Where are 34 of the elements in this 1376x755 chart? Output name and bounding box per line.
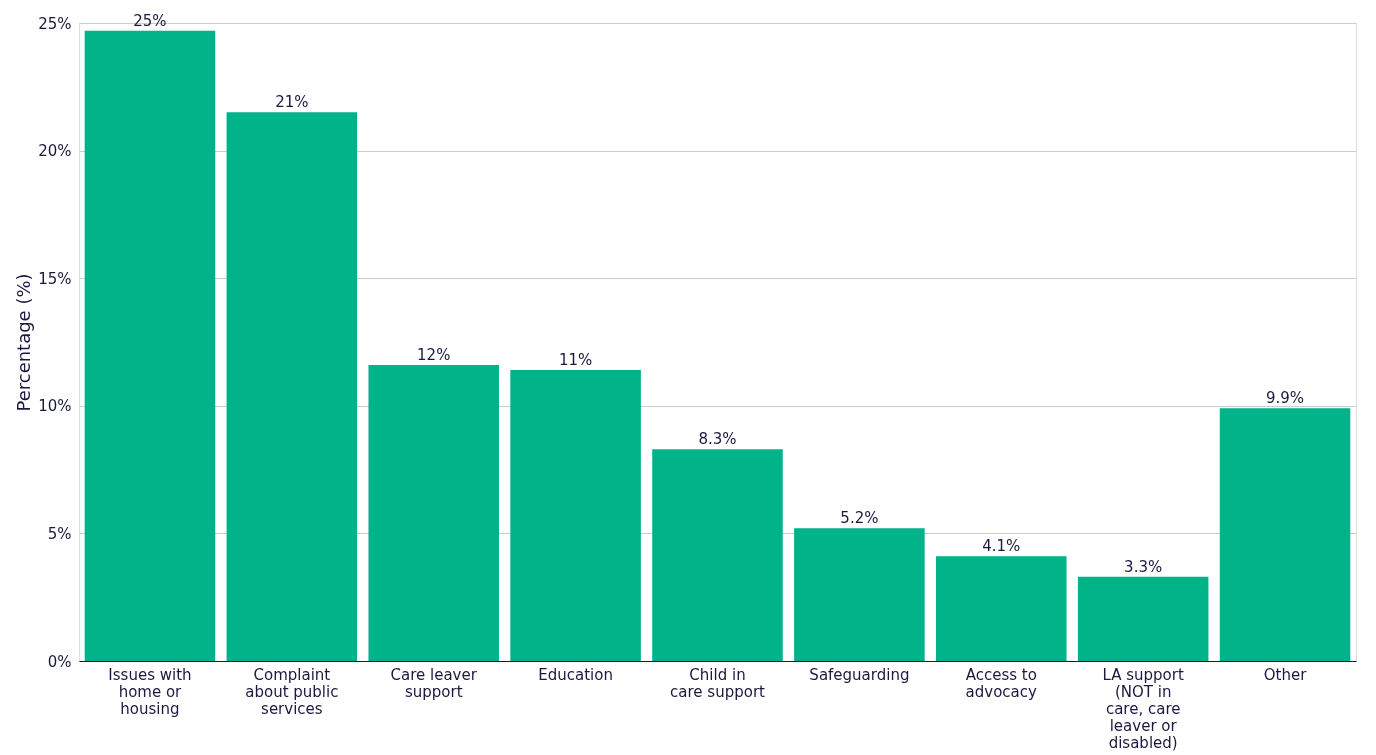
x-tick-label: Issues with home or housing bbox=[108, 665, 192, 718]
bar bbox=[1219, 408, 1351, 661]
bar bbox=[794, 528, 925, 661]
data-label: 9.9% bbox=[1266, 389, 1305, 408]
x-tick-label: LA support (NOT in care, care leaver or disabled) bbox=[1102, 665, 1184, 752]
bar bbox=[652, 449, 783, 661]
x-tick-label: Education bbox=[538, 665, 613, 684]
data-label: 21% bbox=[275, 93, 309, 112]
y-tick-label: 15% bbox=[38, 269, 72, 288]
x-tick-label: Safeguarding bbox=[809, 665, 910, 684]
y-tick-label: 5% bbox=[47, 524, 72, 543]
data-label: 4.1% bbox=[982, 537, 1021, 556]
data-label: 12% bbox=[417, 345, 451, 364]
bar bbox=[510, 370, 641, 661]
bar bbox=[84, 30, 216, 661]
x-tick-label: Access to advocacy bbox=[965, 665, 1038, 701]
data-label: 3.3% bbox=[1124, 557, 1163, 576]
y-tick-label: 25% bbox=[38, 14, 72, 33]
data-label: 11% bbox=[558, 351, 593, 370]
bar bbox=[1077, 576, 1209, 661]
x-tick-label: Care leaver support bbox=[390, 665, 478, 701]
data-label: 8.3% bbox=[698, 430, 737, 449]
y-tick-label: 10% bbox=[38, 397, 72, 416]
y-tick-label: 0% bbox=[47, 652, 72, 671]
data-label: 5.2% bbox=[840, 509, 879, 528]
y-tick-label: 20% bbox=[38, 142, 72, 161]
x-tick-label: Complaint about public services bbox=[245, 665, 339, 718]
bar bbox=[936, 556, 1067, 661]
x-tick-label: Other bbox=[1263, 665, 1308, 684]
x-tick-label: Child in care support bbox=[670, 665, 766, 701]
data-label: 25% bbox=[133, 11, 167, 30]
y-axis-title: Percentage (%) bbox=[13, 273, 35, 412]
bar bbox=[226, 112, 358, 661]
bar bbox=[368, 364, 499, 661]
